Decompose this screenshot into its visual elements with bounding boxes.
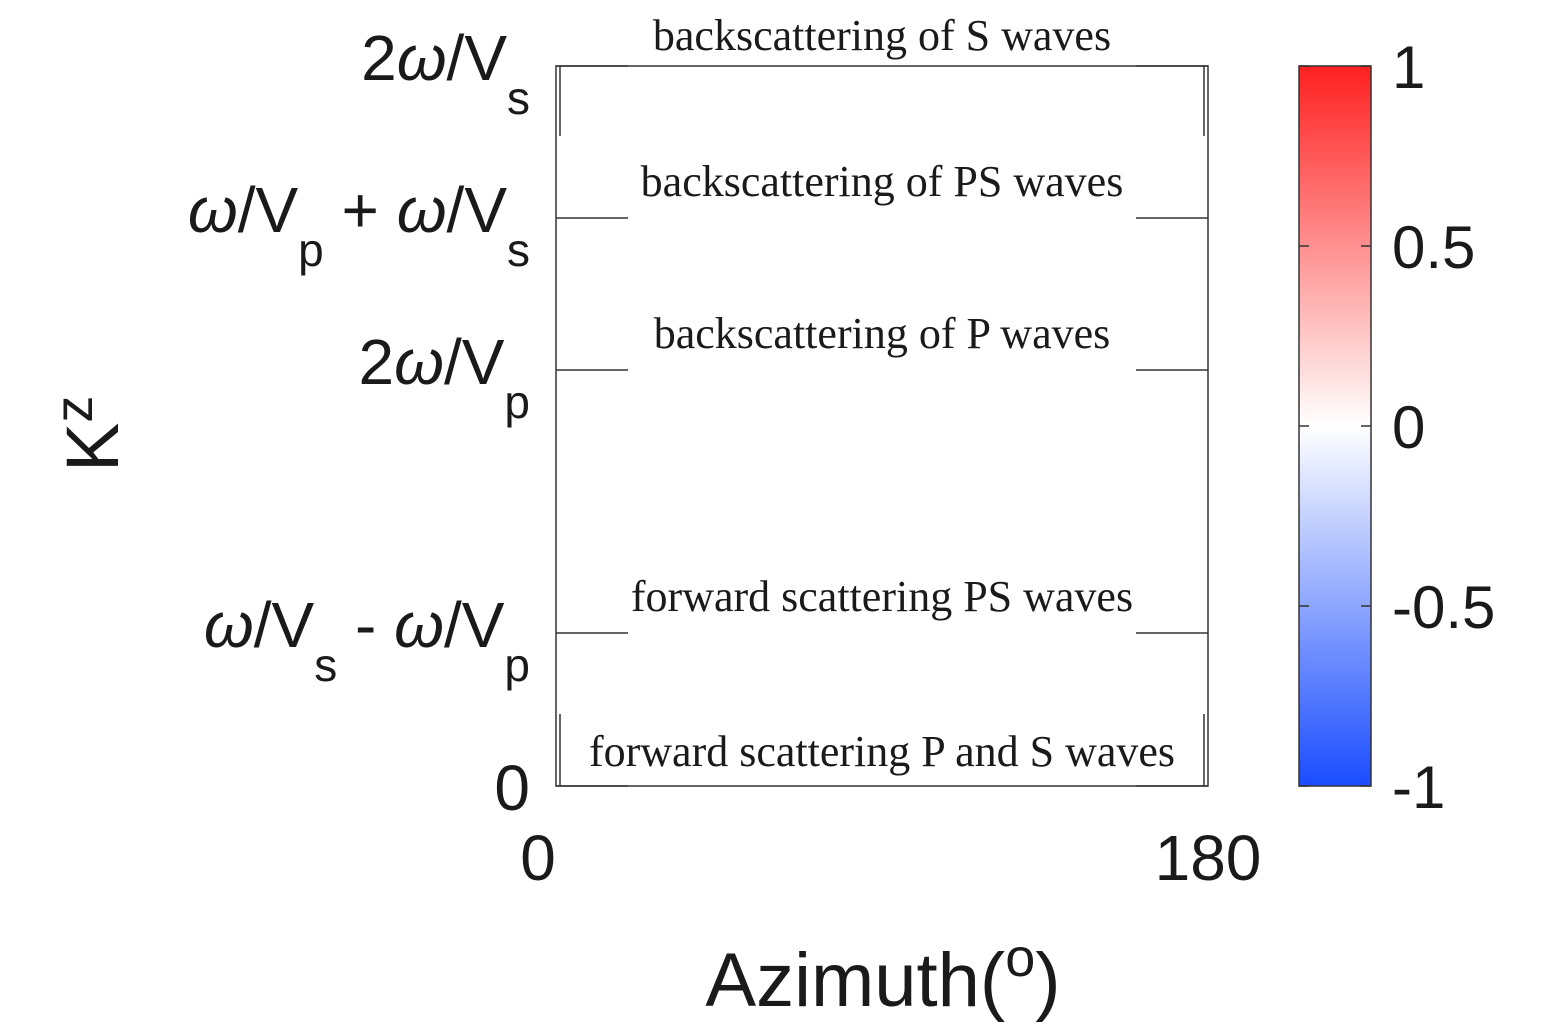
annotation-2: backscattering of P waves xyxy=(654,309,1111,358)
annotations: backscattering of S waves backscattering … xyxy=(589,11,1175,776)
x-axis-label-close: ) xyxy=(1035,938,1060,1023)
colorbar-ticks: 1 0.5 0 -0.5 -1 xyxy=(1299,34,1495,821)
colorbar-tick-2: 0 xyxy=(1392,394,1425,461)
level-lines xyxy=(556,65,1208,787)
y-tick-wpws: ω/Vp + ω/Vs xyxy=(188,174,530,276)
x-axis-label-main: Azimuth( xyxy=(705,938,1005,1023)
y-tick-zero: 0 xyxy=(494,752,530,824)
colorbar-gradient xyxy=(1298,65,1372,787)
y-axis-label-sub: z xyxy=(44,396,104,423)
x-tick-labels: 0 180 xyxy=(520,822,1261,894)
x-axis-label: Azimuth(o) xyxy=(705,928,1060,1023)
colorbar: 1 0.5 0 -0.5 -1 xyxy=(1298,34,1495,821)
y-tick-2ws: 2ω/Vs xyxy=(361,22,530,124)
colorbar-tick-0: 1 xyxy=(1392,34,1425,101)
annotation-3: forward scattering PS waves xyxy=(631,572,1133,621)
plot-area: backscattering of S waves backscattering … xyxy=(555,11,1209,787)
y-axis-label: Kz xyxy=(44,396,134,472)
annotation-0: backscattering of S waves xyxy=(653,11,1111,60)
annotation-4: forward scattering P and S waves xyxy=(589,727,1175,776)
x-tick-1: 180 xyxy=(1155,822,1262,894)
x-tick-0: 0 xyxy=(520,822,556,894)
annotation-1: backscattering of PS waves xyxy=(641,157,1124,206)
y-tick-labels: 2ω/Vs ω/Vp + ω/Vs 2ω/Vp ω/Vs - ω/Vp 0 xyxy=(188,22,530,824)
x-axis-label-sup: o xyxy=(1005,928,1035,988)
plot-frame xyxy=(555,65,1209,787)
colorbar-tick-1: 0.5 xyxy=(1392,214,1475,281)
y-tick-2wp: 2ω/Vp xyxy=(359,326,531,428)
colorbar-tick-3: -0.5 xyxy=(1392,574,1495,641)
colorbar-tick-4: -1 xyxy=(1392,754,1445,821)
y-axis-label-main: K xyxy=(51,423,134,472)
y-tick-wswp: ω/Vs - ω/Vp xyxy=(204,589,530,691)
